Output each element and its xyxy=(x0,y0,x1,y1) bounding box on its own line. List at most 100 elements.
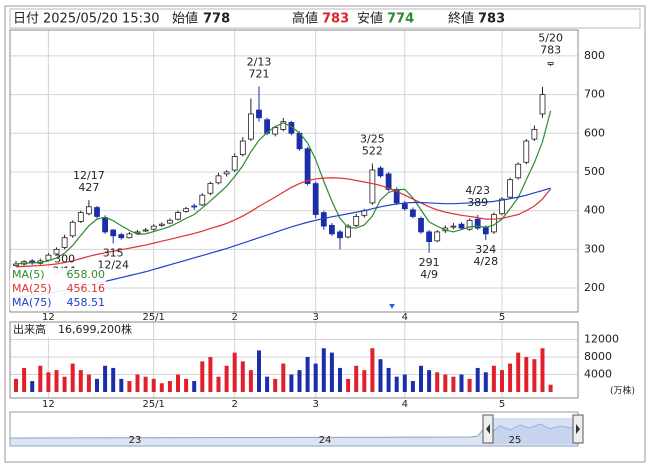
volume-bar xyxy=(184,378,189,392)
volume-bar xyxy=(500,370,504,392)
candle-body xyxy=(377,167,384,177)
handle-arrow xyxy=(486,424,490,434)
volume-bar xyxy=(151,378,156,392)
candle-body xyxy=(353,216,360,226)
volume-bar xyxy=(354,365,359,392)
volume-bar xyxy=(483,372,488,392)
candle-body xyxy=(256,109,262,119)
volume-bar xyxy=(346,378,351,392)
volume-title: 出来高 xyxy=(13,322,46,336)
volume-bar xyxy=(289,374,294,392)
volume-bar xyxy=(257,350,261,392)
candle-body xyxy=(191,205,198,208)
y-tick-label: 800 xyxy=(584,49,605,62)
volume-bar xyxy=(386,367,391,392)
navigator-window[interactable] xyxy=(488,418,578,444)
x-tick-label: 3 xyxy=(313,399,319,410)
annotation-value: 721 xyxy=(249,67,270,80)
volume-bar xyxy=(467,378,472,392)
volume-bar xyxy=(475,367,480,392)
volume-bar xyxy=(240,361,245,392)
volume-bar xyxy=(451,376,456,392)
candle-body xyxy=(328,224,335,235)
annotation-date: 2/13 xyxy=(247,55,272,68)
volume-bar xyxy=(30,381,35,392)
volume-frame xyxy=(9,321,579,399)
volume-bar xyxy=(281,363,286,392)
y-tick-label: 600 xyxy=(584,126,605,139)
candle-body xyxy=(474,218,481,229)
volume-bar xyxy=(265,376,270,392)
annotation-date: 5/20 xyxy=(538,31,563,44)
candle-body xyxy=(94,207,100,217)
candle-body xyxy=(312,183,319,215)
candle-body xyxy=(158,223,165,226)
volume-bar xyxy=(103,365,108,392)
volume-bar xyxy=(192,381,197,392)
annotation-value: 427 xyxy=(78,181,99,194)
candle-body xyxy=(482,226,489,235)
volume-bar xyxy=(362,370,367,392)
volume-bar xyxy=(410,381,415,392)
outer-frame xyxy=(4,5,646,463)
volume-bar xyxy=(338,367,342,392)
candle-body xyxy=(515,163,522,179)
legend-value: 458.51 xyxy=(67,296,106,309)
candle-body xyxy=(61,237,68,248)
candle-body xyxy=(110,229,117,237)
annotation-date: 3/25 xyxy=(360,132,385,145)
volume-bar xyxy=(54,370,59,392)
candle-body xyxy=(175,212,181,220)
candle-body xyxy=(345,225,352,238)
volume-bar xyxy=(119,378,124,392)
annotation-value: 315 xyxy=(103,247,124,260)
x-tick-label: 5 xyxy=(499,399,505,410)
annotation-date: 4/23 xyxy=(465,184,490,197)
volume-bar xyxy=(208,357,213,392)
candle-body xyxy=(458,223,465,229)
volume-bar xyxy=(111,367,116,392)
high-value: 783 xyxy=(322,12,349,27)
y-tick-label: 700 xyxy=(584,88,605,101)
volume-bar xyxy=(321,348,326,392)
candle-body xyxy=(499,198,505,215)
candle-body xyxy=(223,171,230,175)
volume-bar xyxy=(248,370,253,392)
candle-body xyxy=(207,183,214,194)
volume-bar xyxy=(159,383,164,392)
candle-body xyxy=(166,219,173,224)
volume-bar xyxy=(70,363,75,392)
navigator-label: 25 xyxy=(509,435,522,446)
candle-body xyxy=(539,94,546,115)
candle-body xyxy=(401,203,408,210)
volume-bar xyxy=(378,359,383,392)
volume-label-box xyxy=(11,323,138,337)
annotation-date: 4/9 xyxy=(420,268,438,281)
close-label: 終値 xyxy=(448,11,474,27)
volume-bar xyxy=(143,376,148,392)
volume-bar xyxy=(532,359,537,392)
volume-bar xyxy=(540,348,545,392)
legend-value: 456.16 xyxy=(67,282,106,295)
volume-bar xyxy=(516,352,521,392)
y-tick-label: 8000 xyxy=(584,350,612,363)
x-tick-label: 2 xyxy=(232,399,238,410)
candle-body xyxy=(531,129,538,140)
candle-body xyxy=(369,169,376,204)
volume-bar xyxy=(127,381,132,392)
volume-bar xyxy=(427,370,432,392)
volume-bar xyxy=(443,374,448,392)
x-tick-label: 25/1 xyxy=(142,399,164,410)
date-label: 日付 xyxy=(13,12,39,27)
volume-bar xyxy=(95,378,99,392)
volume-bar xyxy=(78,370,83,392)
y-tick-label: 400 xyxy=(584,204,605,217)
volume-bar xyxy=(313,363,318,392)
ma-line xyxy=(15,110,552,265)
volume-unit: (万株) xyxy=(610,385,635,397)
legend-box xyxy=(10,268,106,310)
low-value: 774 xyxy=(387,12,414,27)
candle-body xyxy=(385,173,392,190)
marker xyxy=(389,304,395,309)
